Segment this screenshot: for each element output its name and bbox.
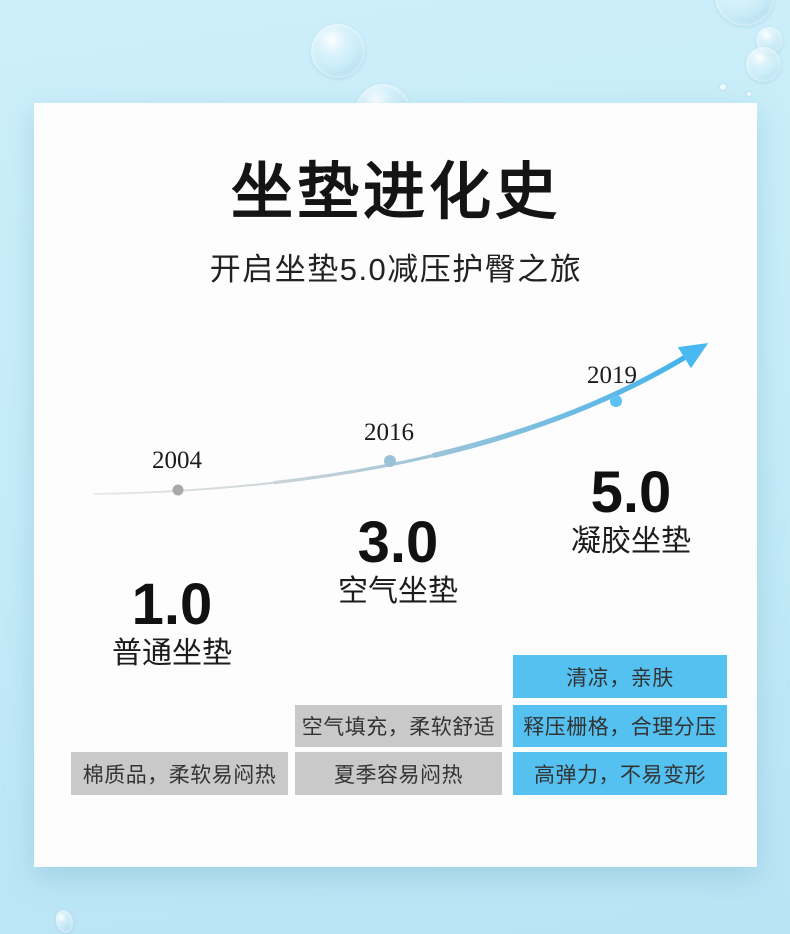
water-speck-icon [747, 92, 751, 96]
timeline-dot-2016 [384, 455, 396, 467]
timeline-dot-2004 [172, 484, 184, 496]
arrow-head-icon [677, 343, 709, 369]
curve-segment-mid [273, 453, 436, 485]
curve-segment-gray [94, 481, 276, 495]
water-speck-icon [720, 84, 726, 90]
curve-segment-blue [431, 350, 695, 458]
water-droplet-icon [311, 24, 365, 78]
timeline-dot-2019 [610, 395, 622, 407]
water-droplet-icon [746, 47, 781, 82]
